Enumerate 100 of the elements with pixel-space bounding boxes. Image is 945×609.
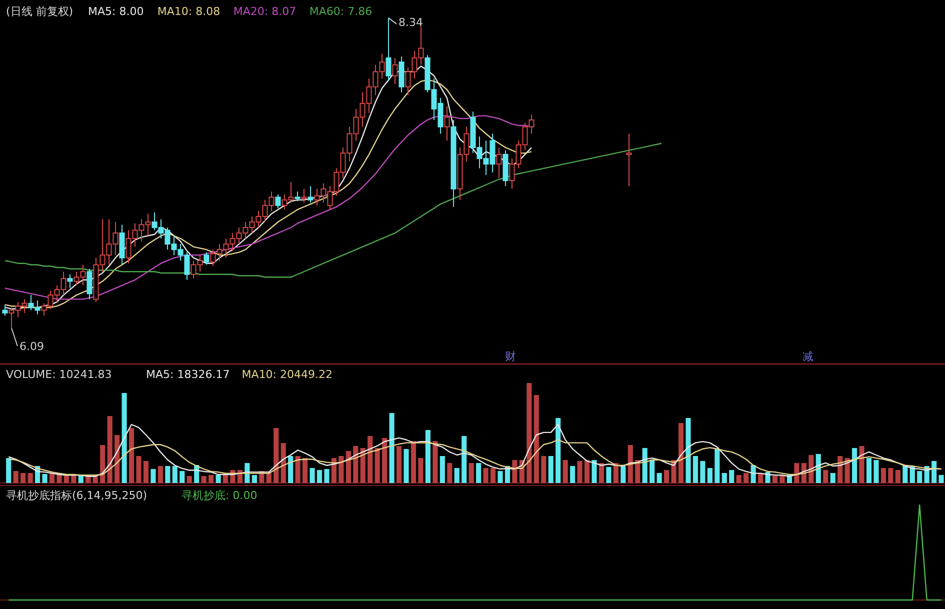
bar (729, 470, 734, 483)
bar (208, 475, 214, 483)
bar (866, 458, 872, 483)
bar (71, 475, 76, 483)
bar (859, 446, 864, 483)
bar (541, 456, 546, 483)
annotation: 8.34 (398, 16, 423, 29)
bar (852, 448, 858, 483)
bar (714, 449, 720, 483)
bar (6, 458, 12, 483)
bar (874, 460, 879, 483)
bar (722, 473, 727, 483)
bar (302, 458, 308, 483)
candlestick (67, 274, 73, 289)
text: MA20: 8.07 (233, 5, 296, 18)
bar (678, 423, 684, 483)
candlestick (626, 133, 632, 187)
bar (628, 445, 633, 483)
bar (794, 463, 800, 483)
bar (216, 475, 221, 483)
bar (172, 466, 178, 483)
bar (556, 418, 561, 483)
bar (707, 468, 712, 483)
chart-title: 寻机抄底指标(6,14,95,250) (6, 489, 148, 502)
bar (642, 448, 648, 483)
text: MA60: 7.86 (309, 5, 372, 18)
bar (570, 466, 576, 483)
candlestick (204, 252, 210, 266)
bar (425, 430, 430, 483)
candlestick (496, 147, 502, 178)
bar (744, 473, 749, 483)
bar (404, 449, 409, 483)
bar (266, 473, 272, 483)
bar (396, 446, 402, 483)
chart-title: VOLUME: 10241.83 (6, 368, 112, 382)
bar (838, 456, 843, 483)
bar (165, 466, 170, 483)
bar (158, 466, 163, 483)
bar (938, 475, 944, 483)
bar (310, 468, 315, 483)
bar (28, 473, 33, 483)
annotation: 6.09 (20, 340, 44, 354)
bar (447, 463, 452, 483)
bar (692, 456, 698, 483)
bar (382, 438, 388, 483)
bar (150, 469, 156, 483)
bar (252, 475, 257, 483)
bar (49, 473, 55, 483)
bar (498, 471, 503, 483)
bar (42, 474, 48, 483)
bar (107, 416, 112, 483)
bar (772, 476, 778, 483)
bar (650, 460, 655, 483)
bar (114, 435, 120, 483)
candlestick (294, 191, 300, 202)
bar (584, 460, 590, 483)
annotation: 财 (504, 350, 516, 363)
bar (548, 456, 554, 483)
bar (186, 476, 192, 483)
text: (日线 前复权) (6, 5, 74, 18)
bar (418, 458, 424, 483)
text: 减 (802, 350, 814, 363)
bar (613, 463, 618, 483)
bar (410, 441, 416, 483)
bar (316, 470, 322, 483)
bar (201, 476, 206, 483)
bar (808, 455, 814, 483)
bar (917, 471, 922, 483)
bar (180, 471, 185, 483)
bar (324, 469, 330, 483)
candlestick (308, 186, 314, 204)
bar (534, 395, 539, 483)
bar (888, 468, 894, 483)
bar (700, 461, 706, 483)
bar (389, 413, 394, 483)
bar (128, 428, 134, 483)
bar (932, 461, 937, 483)
bar (620, 466, 626, 483)
candlestick (444, 106, 450, 142)
bar (483, 468, 488, 483)
bar (346, 451, 351, 483)
bar (656, 473, 662, 483)
bar (577, 461, 582, 483)
candlestick (392, 57, 398, 85)
bar (432, 441, 438, 483)
text: MA10: 8.08 (157, 5, 220, 18)
bar (100, 445, 106, 483)
bar (143, 461, 149, 483)
bar (462, 436, 467, 483)
bar (368, 436, 373, 483)
bar (816, 454, 821, 483)
bar (736, 475, 742, 483)
bar (598, 463, 604, 483)
candlestick (275, 194, 281, 209)
bar (635, 460, 640, 483)
candlestick (386, 17, 392, 82)
bar (440, 456, 445, 483)
bar (288, 456, 294, 483)
text: MA10: 20449.22 (242, 368, 333, 382)
bar (20, 473, 26, 483)
